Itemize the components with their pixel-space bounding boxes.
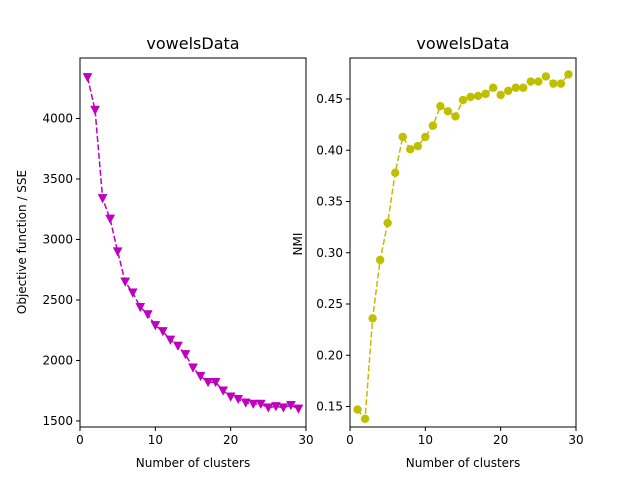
nmi-data-point: [406, 145, 415, 154]
nmi-data-point: [481, 89, 490, 99]
nmi-data-point: [488, 83, 498, 92]
nmi-data-point: [541, 72, 551, 81]
sse-data-point: [165, 335, 176, 345]
nmi-y-tick-label: 0.40: [316, 143, 343, 157]
nmi-x-tick-label: 0: [346, 433, 354, 447]
sse-y-tick-label: 3000: [42, 232, 73, 246]
nmi-plot-area: [353, 70, 573, 423]
sse-data-point: [142, 310, 153, 320]
nmi-data-point: [368, 314, 377, 323]
sse-data-point: [293, 404, 304, 414]
sse-data-point: [150, 321, 161, 331]
sse-axes-frame: [79, 57, 307, 428]
nmi-y-tick-label: 0.30: [316, 246, 343, 260]
sse-data-point: [105, 214, 116, 224]
nmi-data-point: [451, 112, 460, 121]
sse-data-point: [278, 403, 289, 413]
sse-data-point: [180, 350, 191, 360]
sse-data-point: [188, 363, 198, 373]
sse-x-tick-label: 20: [223, 433, 238, 447]
sse-data-point: [112, 247, 123, 257]
sse-data-point: [173, 341, 183, 351]
sse-data-point: [248, 399, 259, 410]
sse-data-point: [127, 288, 138, 298]
sse-data-point: [263, 403, 274, 413]
nmi-data-point: [534, 77, 543, 86]
nmi-x-tick-label: 10: [418, 433, 433, 447]
sse-data-point: [135, 302, 146, 313]
nmi-x-axis-label: Number of clusters: [406, 456, 520, 470]
nmi-data-point: [526, 77, 535, 86]
sse-y-axis-label: Objective function / SSE: [15, 170, 29, 314]
nmi-x-tick-label: 20: [493, 433, 508, 447]
sse-axis-ticks: 0 10 20 30 1500 2000 2500 3000 3500 4000: [42, 111, 313, 447]
nmi-data-point: [398, 132, 407, 142]
nmi-y-tick-label: 0.15: [316, 400, 343, 414]
sse-data-point: [240, 398, 251, 408]
nmi-y-axis-label: NMI: [291, 233, 305, 256]
sse-data-point: [203, 377, 213, 388]
sse-data-point: [157, 327, 168, 337]
sse-data-point: [286, 400, 296, 411]
sse-y-tick-label: 2000: [42, 353, 73, 367]
sse-x-axis-label: Number of clusters: [136, 456, 250, 470]
nmi-data-point: [383, 218, 392, 228]
nmi-data-point: [458, 95, 468, 105]
sse-data-point: [225, 392, 236, 402]
sse-data-point: [82, 73, 93, 83]
sse-data-point: [218, 386, 229, 396]
sse-data-point: [210, 377, 221, 388]
nmi-data-point: [443, 107, 453, 116]
nmi-data-point: [413, 141, 422, 151]
sse-x-tick-label: 0: [76, 433, 84, 447]
sse-y-tick-label: 2500: [42, 293, 73, 307]
sse-data-point: [255, 399, 266, 410]
nmi-data-point: [504, 86, 513, 96]
nmi-axis-ticks: 0 10 20 30 0.15 0.20 0.25 0.30 0.35 0.40 0.45: [316, 92, 583, 447]
nmi-data-point: [466, 92, 475, 102]
nmi-y-tick-label: 0.45: [316, 92, 343, 106]
sse-plot-area: [82, 73, 304, 414]
nmi-data-point: [436, 101, 445, 111]
sse-data-point: [233, 394, 244, 405]
sse-series-line: [86, 77, 299, 410]
nmi-data-point: [511, 83, 520, 92]
sse-data-point: [195, 371, 206, 382]
sse-data-point: [270, 402, 281, 412]
sse-x-tick-label: 30: [298, 433, 313, 447]
sse-subplot: vowelsData 0 10 20 30 1500 2000 2500 3000 3500 40…: [15, 34, 314, 470]
sse-x-tick-label: 10: [148, 433, 163, 447]
sse-y-tick-label: 3500: [42, 172, 73, 186]
nmi-data-point: [496, 90, 505, 100]
sse-data-point: [90, 105, 100, 116]
nmi-subplot: vowelsData 0 10 20 30 0.15 0.20 0.25 0.30 0.35 0.…: [291, 34, 584, 470]
nmi-chart-title: vowelsData: [416, 34, 509, 53]
nmi-data-point: [360, 414, 370, 423]
nmi-y-tick-label: 0.35: [316, 195, 343, 209]
nmi-data-point: [549, 79, 558, 88]
sse-data-point: [120, 277, 131, 287]
nmi-data-point: [564, 70, 573, 79]
nmi-data-point: [421, 132, 430, 142]
sse-y-tick-label: 1500: [42, 414, 73, 428]
nmi-data-point: [375, 255, 385, 265]
nmi-data-point: [428, 121, 438, 130]
nmi-data-point: [519, 83, 528, 92]
nmi-series-line: [356, 73, 570, 421]
nmi-y-tick-label: 0.20: [316, 348, 343, 362]
nmi-data-point: [391, 168, 400, 177]
nmi-x-tick-label: 30: [568, 433, 583, 447]
sse-chart-title: vowelsData: [146, 34, 239, 53]
nmi-data-point: [473, 91, 483, 101]
nmi-y-tick-label: 0.25: [316, 297, 343, 311]
sse-data-point: [97, 194, 108, 204]
nmi-axes-frame: [349, 57, 577, 428]
nmi-data-point: [353, 405, 362, 414]
sse-y-tick-label: 4000: [42, 111, 73, 125]
nmi-data-point: [556, 79, 566, 88]
